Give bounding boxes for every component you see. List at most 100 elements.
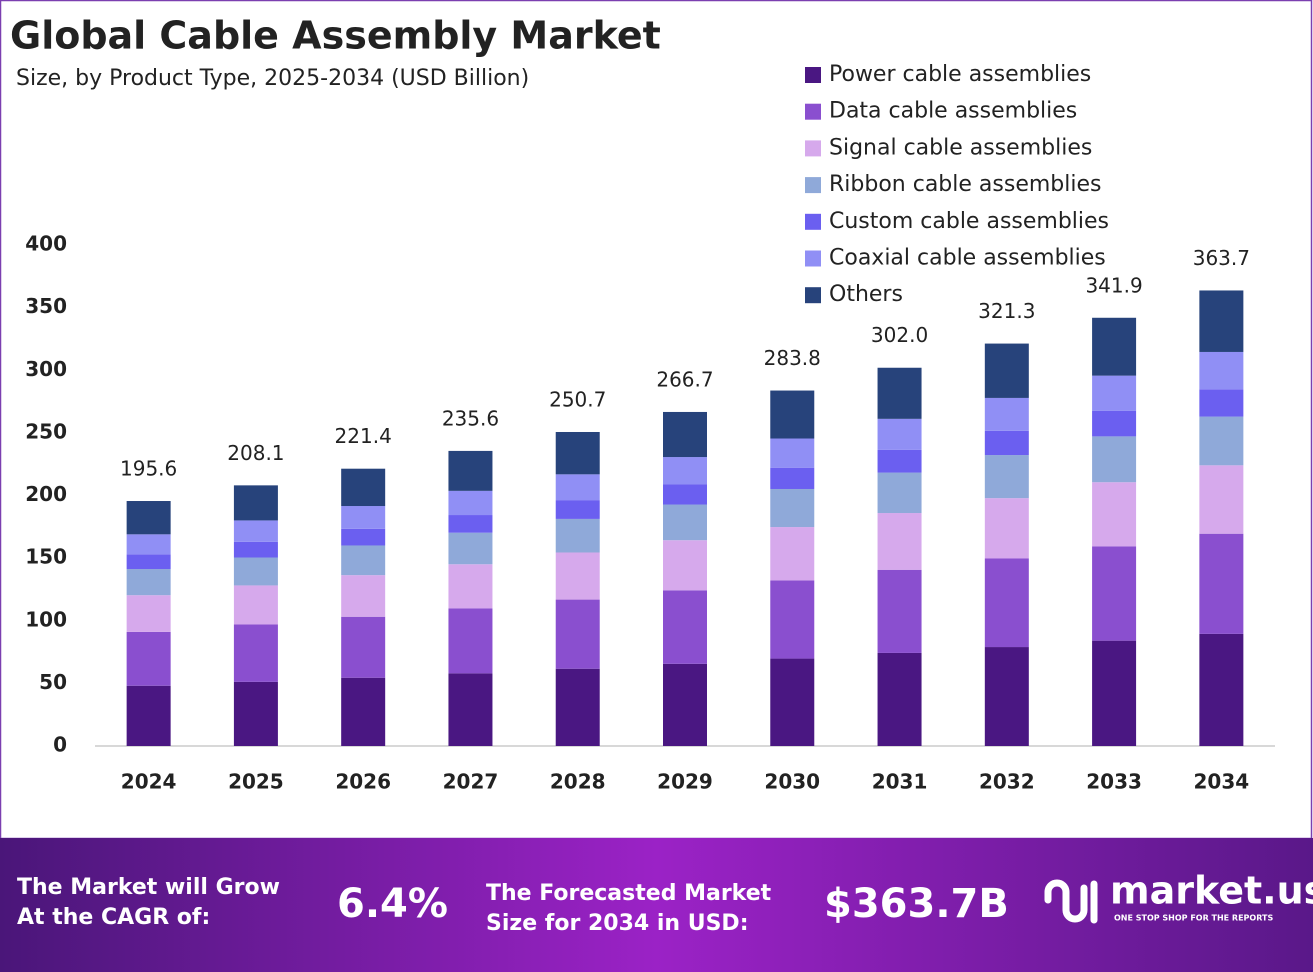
brand-logo <box>1044 879 1098 924</box>
legend-label: Custom cable assemblies <box>829 209 1109 234</box>
legend-swatch <box>805 177 821 194</box>
bar-segment <box>126 685 171 746</box>
bar-segment <box>448 532 493 565</box>
bar-segment <box>341 468 386 507</box>
legend-label: Power cable assemblies <box>829 62 1091 87</box>
total-label: 195.6 <box>120 457 177 481</box>
bar-segment <box>770 488 815 528</box>
bar-segment <box>1092 317 1137 376</box>
bar-segment <box>1092 640 1137 746</box>
bar-segment <box>126 534 171 555</box>
bar-segment <box>984 558 1029 648</box>
bar-segment <box>877 513 922 570</box>
legend-label: Coaxial cable assemblies <box>829 246 1106 271</box>
legend-label: Signal cable assemblies <box>829 135 1092 160</box>
bar-segment <box>341 616 386 678</box>
bar-segment <box>555 518 600 553</box>
bar-segment <box>341 506 386 529</box>
bar-segment <box>770 580 815 659</box>
bar-segment <box>770 467 815 489</box>
bar-segment <box>1092 436 1137 483</box>
bar-segment <box>555 668 600 746</box>
bar-segment <box>984 498 1029 559</box>
bar-segment <box>1092 410 1137 437</box>
bar-segment <box>555 552 600 600</box>
legend-label: Data cable assemblies <box>829 99 1077 124</box>
bar-segment <box>1092 482 1137 547</box>
bar-segment <box>1199 416 1244 466</box>
legend-swatch <box>805 287 821 304</box>
total-label: 266.7 <box>656 367 713 391</box>
bar-segment <box>663 457 707 485</box>
chart-subtitle: Size, by Product Type, 2025-2034 (USD Bi… <box>16 66 529 91</box>
bar-segment <box>770 438 815 468</box>
total-label: 221.4 <box>335 424 392 448</box>
bar-segment <box>877 367 922 419</box>
legend-swatch <box>805 250 821 267</box>
bar-segment <box>1199 465 1244 534</box>
x-tick-label: 2025 <box>228 770 284 794</box>
x-tick-label: 2031 <box>872 770 928 794</box>
bar-segment <box>448 450 493 491</box>
bar-segment <box>663 540 707 591</box>
footer: The Market will Grow At the CAGR of: 6.4… <box>0 838 1313 972</box>
x-tick-label: 2026 <box>335 770 391 794</box>
bar-segment <box>984 397 1029 431</box>
y-tick-label: 0 <box>53 733 67 757</box>
bar-segment <box>448 608 493 674</box>
legend-swatch <box>805 140 821 157</box>
bar-segment <box>126 501 171 535</box>
bar-segment <box>877 472 922 514</box>
legend-swatch <box>805 213 821 230</box>
bar-segment <box>341 545 386 576</box>
x-tick-label: 2028 <box>550 770 606 794</box>
bar-segment <box>1199 389 1244 417</box>
bar-segment <box>877 569 922 653</box>
y-tick-label: 150 <box>25 545 67 569</box>
cagr-text: The Market will Grow <box>17 875 280 900</box>
bar-segment <box>126 569 171 596</box>
bar-segment <box>448 564 493 609</box>
bar-segment <box>126 554 171 570</box>
total-label: 208.1 <box>227 441 284 465</box>
chart-title: Global Cable Assembly Market <box>10 14 661 58</box>
cagr-value: 6.4% <box>337 881 448 927</box>
x-tick-label: 2034 <box>1194 770 1250 794</box>
bar-segment <box>663 411 707 458</box>
forecast-text: The Forecasted Market <box>486 881 772 906</box>
total-label: 235.6 <box>442 406 499 430</box>
bar-segment <box>663 484 707 505</box>
bar-segment <box>555 599 600 669</box>
legend-swatch <box>805 103 821 120</box>
forecast-text: Size for 2034 in USD: <box>486 911 749 936</box>
bar-segment <box>1199 533 1244 634</box>
bar-segment <box>1199 633 1244 746</box>
bar-segment <box>984 343 1029 398</box>
bar-segment <box>233 585 278 625</box>
bar-segment <box>126 595 171 632</box>
y-tick-label: 300 <box>25 357 67 381</box>
bar-segment <box>555 474 600 501</box>
bar-segment <box>1199 351 1244 390</box>
bar-segment <box>233 557 278 586</box>
bar-segment <box>341 677 386 746</box>
forecast-value: $363.7B <box>824 881 1009 927</box>
x-tick-label: 2033 <box>1086 770 1142 794</box>
x-tick-label: 2030 <box>764 770 820 794</box>
y-tick-label: 200 <box>25 482 67 506</box>
bar-segment <box>1199 290 1244 352</box>
bar-segment <box>341 528 386 546</box>
x-tick-label: 2032 <box>979 770 1035 794</box>
bar-segment <box>663 590 707 664</box>
total-label: 283.8 <box>764 346 821 370</box>
total-label: 363.7 <box>1193 246 1250 270</box>
brand-tagline: ONE STOP SHOP FOR THE REPORTS <box>1114 914 1273 923</box>
bar-segment <box>663 663 707 746</box>
bar-segment <box>984 430 1029 456</box>
bar-segment <box>1092 546 1137 641</box>
bar-segment <box>770 527 815 581</box>
x-tick-label: 2027 <box>443 770 499 794</box>
bar-segment <box>770 658 815 746</box>
bar-segment <box>233 681 278 746</box>
